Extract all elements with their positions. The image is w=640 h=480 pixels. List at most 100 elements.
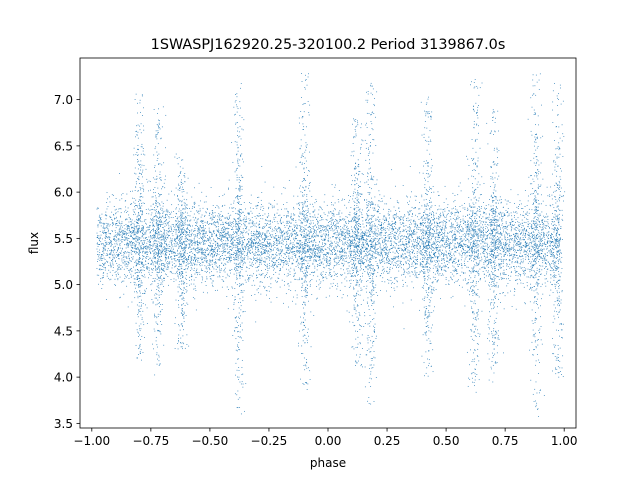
- data-point: [266, 290, 268, 292]
- data-point: [412, 251, 414, 253]
- data-point: [298, 248, 300, 250]
- data-point: [341, 262, 343, 264]
- data-point: [493, 304, 494, 306]
- data-point: [146, 268, 148, 270]
- data-point: [444, 227, 446, 229]
- data-point: [431, 246, 432, 248]
- data-point: [177, 253, 179, 255]
- data-point: [301, 290, 302, 292]
- data-point: [109, 279, 111, 281]
- data-point: [276, 239, 278, 241]
- data-point: [139, 237, 141, 238]
- data-point: [489, 221, 490, 223]
- data-point: [131, 219, 133, 221]
- data-point: [198, 213, 200, 215]
- data-point: [327, 261, 329, 263]
- data-point: [213, 274, 215, 276]
- data-point: [155, 262, 156, 264]
- data-point: [399, 249, 400, 251]
- data-point: [349, 199, 350, 201]
- data-point: [179, 218, 181, 220]
- data-point: [286, 268, 287, 270]
- data-point: [180, 225, 182, 227]
- data-point: [133, 211, 135, 213]
- data-point: [286, 250, 288, 251]
- data-point: [545, 244, 547, 245]
- data-point: [135, 205, 137, 206]
- data-point: [248, 223, 250, 225]
- data-point: [280, 222, 282, 224]
- data-point: [416, 195, 417, 197]
- data-point: [326, 261, 327, 263]
- data-point: [216, 221, 217, 223]
- data-point: [347, 248, 348, 250]
- data-point: [201, 258, 203, 260]
- data-point: [125, 237, 126, 239]
- data-point: [503, 226, 505, 228]
- data-point: [528, 233, 530, 235]
- data-point: [229, 255, 231, 256]
- data-point: [518, 273, 520, 274]
- data-point: [453, 240, 455, 241]
- data-point: [103, 248, 104, 249]
- data-point: [199, 231, 201, 233]
- data-point: [308, 235, 310, 237]
- data-point: [520, 261, 522, 263]
- data-point: [256, 246, 258, 248]
- data-point: [467, 261, 469, 262]
- data-point: [387, 258, 389, 260]
- data-point: [474, 229, 476, 230]
- data-point: [510, 290, 511, 292]
- data-point: [311, 255, 313, 257]
- data-point: [191, 239, 193, 241]
- data-point: [309, 265, 311, 267]
- data-point: [528, 253, 530, 255]
- data-point: [201, 252, 203, 254]
- data-point: [258, 226, 260, 228]
- data-point: [525, 241, 527, 243]
- data-point: [257, 202, 259, 203]
- data-point: [545, 266, 547, 267]
- data-point: [312, 237, 314, 238]
- data-point: [388, 222, 390, 224]
- data-point: [349, 211, 351, 213]
- data-point: [499, 267, 501, 269]
- data-point: [234, 224, 236, 226]
- data-point: [291, 232, 293, 234]
- data-point: [323, 230, 324, 232]
- data-point: [547, 221, 549, 223]
- data-point: [251, 263, 253, 265]
- data-point: [416, 256, 418, 258]
- data-point: [455, 257, 457, 259]
- data-point: [437, 191, 439, 193]
- data-point: [324, 242, 326, 244]
- data-point: [120, 208, 122, 210]
- data-point: [477, 250, 479, 251]
- data-point: [544, 278, 546, 280]
- data-point: [210, 249, 212, 251]
- data-point: [447, 260, 449, 262]
- data-point: [316, 235, 318, 237]
- data-point: [273, 241, 275, 242]
- data-point: [359, 279, 361, 281]
- data-point: [255, 259, 257, 261]
- data-point: [104, 259, 106, 260]
- data-point: [197, 241, 198, 243]
- data-point: [431, 260, 433, 262]
- data-point: [236, 255, 238, 257]
- data-point: [251, 261, 253, 263]
- data-point: [454, 251, 456, 252]
- data-point: [235, 250, 237, 252]
- data-point: [437, 217, 439, 219]
- data-point: [294, 240, 295, 242]
- data-point: [349, 233, 350, 235]
- data-point: [464, 272, 466, 274]
- data-point: [246, 244, 247, 246]
- data-point: [209, 260, 211, 262]
- data-point: [154, 278, 156, 279]
- data-point: [178, 269, 180, 270]
- data-point: [552, 254, 554, 255]
- data-point: [201, 249, 203, 251]
- data-point: [365, 288, 367, 290]
- data-point: [286, 275, 288, 277]
